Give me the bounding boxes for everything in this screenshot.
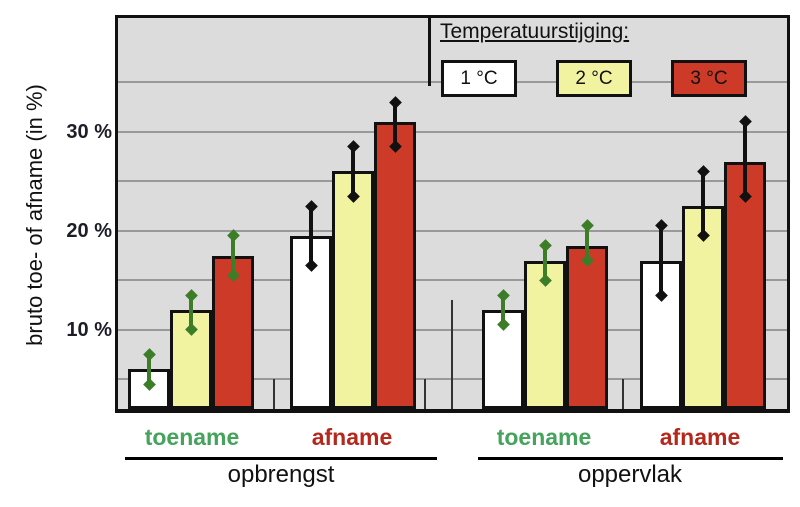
gridline-30: [118, 130, 787, 133]
bar-opbrengst-afname-2c: [332, 171, 374, 409]
error-bar: [309, 206, 313, 266]
y-tick-30: 30 %: [66, 121, 112, 143]
error-bar: [147, 354, 151, 385]
error-bar-cap: [184, 288, 198, 302]
bar-oppervlak-toename-3c: [566, 245, 608, 409]
legend-title: Temperatuurstijging:: [440, 20, 630, 43]
separator-tick: [273, 379, 275, 409]
error-bar: [659, 225, 663, 296]
category-divider: [451, 300, 453, 409]
error-bar-cap: [346, 140, 360, 154]
separator-tick: [622, 379, 624, 409]
error-bar-cap: [496, 288, 510, 302]
error-bar: [231, 235, 235, 276]
error-bar: [701, 171, 705, 236]
plot-area: Temperatuurstijging: 1 °C 2 °C 3 °C: [115, 15, 790, 413]
error-bar: [189, 295, 193, 330]
gridline-25: [118, 180, 787, 183]
gridline-15: [118, 279, 787, 282]
error-bar: [351, 146, 355, 197]
x-sublabel-toename-2: toename: [496, 424, 592, 450]
bar-oppervlak-afname-1c: [640, 260, 682, 409]
legend-key-3c: 3 °C: [671, 60, 747, 97]
x-sublabel-toename-1: toename: [144, 424, 240, 450]
error-bar: [501, 295, 505, 325]
error-bar-cap: [304, 199, 318, 213]
gridline-20: [118, 229, 787, 232]
category-underline-opbrengst: [125, 457, 437, 460]
y-tick-20: 20 %: [66, 220, 112, 242]
x-category-oppervlak: oppervlak: [577, 461, 683, 488]
x-category-opbrengst: opbrengst: [227, 461, 335, 488]
category-underline-oppervlak: [478, 457, 783, 460]
error-bar-cap: [538, 239, 552, 253]
legend: Temperatuurstijging: 1 °C 2 °C 3 °C: [428, 18, 790, 97]
bar-opbrengst-afname-3c: [374, 121, 416, 409]
x-sublabel-afname-1: afname: [311, 424, 393, 450]
error-bar: [393, 102, 397, 147]
error-bar-cap: [388, 95, 402, 109]
x-sublabel-afname-2: afname: [659, 424, 741, 450]
legend-key-1c: 1 °C: [441, 60, 517, 97]
error-bar-cap: [738, 115, 752, 129]
bar-oppervlak-afname-3c: [724, 161, 766, 409]
legend-key-2c: 2 °C: [556, 60, 632, 97]
error-bar: [543, 245, 547, 281]
error-bar-cap: [142, 348, 156, 361]
error-bar-cap: [696, 165, 710, 178]
error-bar: [743, 121, 747, 197]
separator-tick: [424, 379, 426, 409]
y-tick-10: 10 %: [66, 319, 112, 341]
error-bar: [585, 225, 589, 261]
